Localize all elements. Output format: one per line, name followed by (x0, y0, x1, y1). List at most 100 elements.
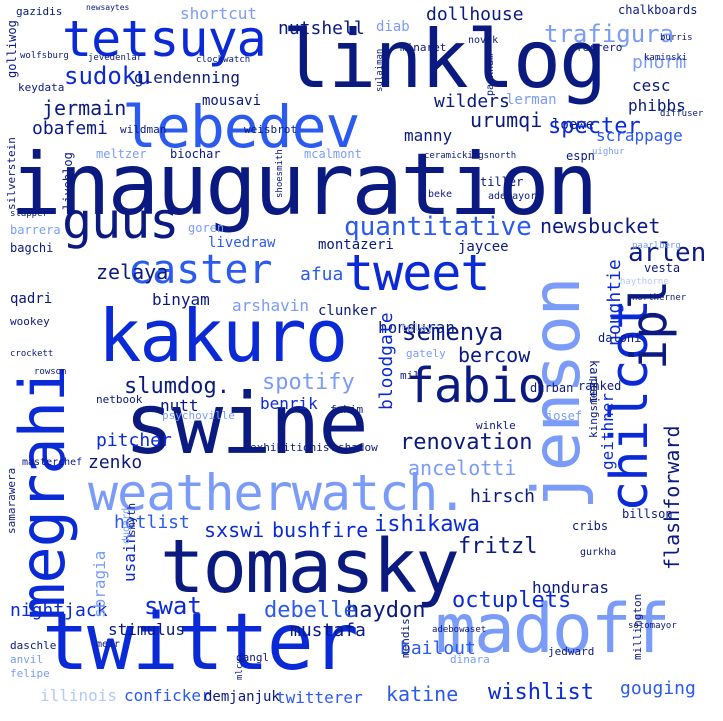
word-honduras: honduras (532, 578, 610, 597)
word-demjanjuk: demjanjuk (204, 689, 280, 705)
word-packham: packham (485, 53, 496, 96)
word-gazidis: gazidis (16, 5, 63, 18)
word-fritzl: fritzl (458, 534, 538, 559)
word-northerner: northerner (632, 293, 687, 303)
word-minaret: minaret (400, 41, 447, 54)
word-novak: novak (468, 35, 499, 46)
word-trafigura: trafigura (544, 20, 675, 48)
word-gately: gately (406, 347, 446, 360)
word-tweet: tweet (344, 244, 491, 302)
word-illinois: illinois (40, 686, 118, 705)
word-paarlberg: paarlberg (632, 241, 681, 251)
word-clunker: clunker (318, 303, 378, 319)
word-madoff: madoff (435, 590, 671, 669)
word-mendis: mendis (399, 618, 412, 658)
word-shoesmith: shoesmith (275, 149, 285, 198)
word-tomasky: tomasky (160, 524, 460, 610)
word-dollhouse: dollhouse (426, 4, 524, 25)
word-adebowaset: adebowaset (432, 625, 487, 635)
word-loewe: loewe (552, 117, 595, 133)
word-vesta: vesta (644, 261, 681, 275)
word-diab: diab (376, 19, 410, 35)
word-jaycee: jaycee (458, 239, 509, 255)
word-billson: billson (622, 507, 673, 521)
word-cribs: cribs (572, 519, 609, 533)
word-uighur: uighur (592, 147, 625, 157)
word-kingsmead: kingsmead (587, 378, 600, 438)
word-haythorne: haythorne (620, 277, 669, 287)
word-sulaiman: sulaiman (375, 48, 385, 92)
word-binyam: binyam (152, 290, 210, 309)
word-lebedev: lebedev (122, 93, 360, 161)
word-slumdog: slumdog. (124, 374, 230, 399)
word-sxswi: sxswi (204, 518, 265, 542)
word-ferrero: ferrero (576, 41, 623, 54)
word-jevedenlar: jevedenlar (88, 53, 143, 63)
word-daschle: daschle (10, 639, 57, 652)
word-keydata: keydata (18, 81, 65, 94)
word-mil: mil (400, 369, 420, 382)
word-livedraw: livedraw (208, 235, 276, 251)
word-sotomayor: sotomayor (628, 621, 677, 631)
word-psychoville: psychoville (162, 409, 235, 422)
word-manny: manny (404, 126, 453, 145)
word-winkle: winkle (476, 419, 516, 432)
word-zelaya: zelaya (96, 260, 169, 284)
word-specter: specter (548, 114, 641, 139)
word-barrera: barrera (10, 223, 61, 237)
word-zenko: zenko (88, 452, 143, 473)
word-beke: beke (428, 189, 453, 200)
word-inauguration: inauguration (10, 135, 598, 235)
word-honduran: honduran (378, 318, 456, 337)
word-guus: guus (62, 192, 179, 250)
word-lerman: lerman (506, 92, 557, 108)
word-urumqi: urumqi (470, 108, 543, 132)
word-mustafa: mustafa (290, 620, 366, 641)
word-spotify: spotify (262, 370, 355, 395)
word-shortcut: shortcut (180, 4, 258, 23)
word-obafemi: obafemi (32, 118, 108, 139)
word-silverstein: silverstein (5, 137, 18, 210)
word-montazeri: montazeri (318, 237, 394, 253)
word-adebayor: adebayor (488, 191, 537, 202)
word-kingsnorth: kingsnorth (462, 151, 517, 161)
word-bushfire: bushfire (272, 518, 369, 542)
word-dugard: dugard (121, 507, 132, 544)
word-linklog: linklog (282, 13, 607, 106)
word-arlen: arlen (628, 238, 707, 268)
word-gouging: gouging (620, 678, 696, 699)
word-espn: espn (566, 149, 595, 163)
word-quantitative: quantitative (344, 212, 532, 242)
word-fabio: fabio (406, 358, 546, 414)
word-daloni: daloni (598, 331, 642, 345)
word-bloodgate: bloodgate (376, 312, 397, 410)
word-glendenning: glendenning (134, 68, 240, 87)
word-wildman: wildman (120, 123, 167, 136)
word-bailout: bailout (400, 638, 476, 659)
word-tetsuya: tetsuya (62, 10, 267, 68)
word-wolfsburg: wolfsburg (20, 51, 69, 61)
word-sudoku: sudoku (64, 62, 151, 90)
word-slapper: slapper (10, 209, 48, 219)
word-phibbs: phibbs (628, 96, 686, 115)
word-katine: katine (386, 682, 459, 706)
word-arshavin: arshavin (232, 296, 310, 315)
word-samarawera: samarawera (5, 467, 18, 534)
word-ceramic: ceramic (424, 151, 462, 161)
word-octuplets: octuplets (452, 588, 572, 613)
word-flashforward: flashforward (660, 425, 684, 571)
word-semenya: semenya (402, 318, 504, 346)
word-mousavi: mousavi (202, 93, 262, 109)
word-jermain: jermain (42, 96, 127, 120)
word-golliwog: golliwog (5, 20, 19, 78)
word-fahim: fahim (330, 403, 364, 416)
word-scrappage: scrappage (596, 126, 683, 145)
word-benrik: benrik (260, 394, 318, 413)
word-pitcher: pitcher (96, 430, 172, 451)
word-chalkboards: chalkboards (618, 3, 698, 17)
word-conficker: conficker (124, 686, 211, 705)
word-nightjack: nightjack (10, 600, 108, 621)
word-twitter: twitter (42, 598, 359, 688)
word-nutshell: nutshell (278, 18, 365, 39)
word-renovation: renovation (400, 430, 533, 455)
